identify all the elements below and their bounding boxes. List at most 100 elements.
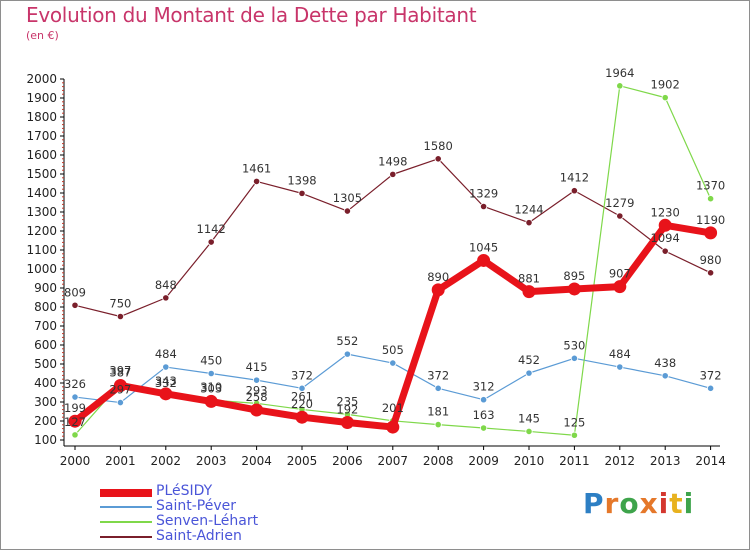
data-label: 343 — [155, 374, 177, 388]
x-tick-label: 2006 — [332, 454, 363, 468]
data-point — [71, 431, 79, 439]
data-label: 312 — [473, 380, 495, 394]
data-label: 1902 — [651, 78, 680, 92]
data-label: 848 — [155, 278, 177, 292]
y-tick-label: 1700 — [26, 129, 57, 143]
data-point — [525, 369, 533, 377]
data-label: 484 — [155, 347, 177, 361]
data-label: 1305 — [333, 191, 362, 205]
y-tick-label: 1900 — [26, 91, 57, 105]
x-tick-label: 2003 — [196, 454, 227, 468]
data-label: 1398 — [287, 173, 316, 187]
logo-letter: r — [604, 487, 620, 520]
y-tick-label: 1200 — [26, 224, 57, 238]
y-tick-label: 900 — [34, 281, 57, 295]
data-label: 192 — [336, 403, 358, 417]
legend-swatch — [100, 536, 152, 538]
x-tick-label: 2005 — [287, 454, 318, 468]
x-tick-label: 2007 — [378, 454, 409, 468]
legend-item: Saint-Adrien — [100, 528, 360, 544]
data-point — [116, 398, 125, 407]
data-point — [71, 301, 79, 309]
data-label: 484 — [609, 347, 631, 361]
data-label: 181 — [427, 405, 449, 419]
legend-label: Senven-Léhart — [156, 513, 259, 529]
data-point — [570, 354, 579, 362]
data-label: 326 — [64, 377, 86, 391]
logo-letter: o — [619, 487, 640, 520]
data-point — [616, 363, 624, 371]
data-label: 1461 — [242, 161, 271, 175]
data-label: 125 — [563, 415, 585, 429]
data-point — [253, 376, 261, 384]
data-label: 145 — [518, 411, 540, 425]
data-label: 372 — [700, 368, 722, 382]
data-point — [567, 282, 581, 296]
x-tick-label: 2000 — [60, 454, 91, 468]
y-tick-label: 500 — [34, 357, 57, 371]
logo-letter: i — [683, 487, 695, 520]
data-label: 750 — [109, 297, 131, 311]
data-label: 1329 — [469, 186, 498, 200]
data-point — [343, 207, 351, 215]
data-point — [159, 387, 173, 401]
data-point — [661, 247, 669, 255]
data-point — [525, 219, 533, 227]
data-label: 552 — [336, 334, 358, 348]
data-label: 415 — [246, 360, 268, 374]
data-point — [204, 394, 218, 408]
data-point — [477, 253, 491, 267]
legend-swatch — [100, 506, 152, 508]
y-tick-label: 200 — [34, 414, 57, 428]
data-point — [706, 384, 715, 392]
x-tick-label: 2002 — [151, 454, 182, 468]
data-label: 505 — [382, 343, 404, 357]
logo-letter: P — [583, 487, 605, 520]
y-tick-label: 1600 — [26, 148, 57, 162]
data-label: 127 — [64, 415, 86, 429]
data-point — [570, 187, 579, 195]
data-label: 1094 — [651, 231, 680, 245]
data-label: 372 — [291, 368, 313, 382]
data-label: 980 — [700, 253, 722, 267]
proxiti-logo: Proxiti — [583, 487, 694, 520]
data-label: 452 — [518, 353, 540, 367]
data-label: 387 — [109, 365, 131, 379]
data-point — [386, 420, 400, 434]
data-point — [253, 177, 261, 186]
data-point — [479, 424, 488, 432]
data-point — [522, 285, 536, 299]
x-tick-label: 2004 — [241, 454, 272, 468]
series-line — [74, 158, 712, 318]
data-point — [479, 202, 488, 211]
legend-label: Saint-Péver — [156, 498, 236, 514]
data-point — [658, 218, 672, 232]
data-label: 1230 — [651, 205, 680, 219]
data-point — [295, 410, 309, 424]
x-tick-label: 2010 — [514, 454, 545, 468]
legend-label: PLéSIDY — [156, 483, 213, 499]
data-point — [389, 170, 397, 178]
data-label: 1045 — [469, 240, 498, 254]
data-label: 438 — [654, 356, 676, 370]
data-point — [706, 195, 715, 203]
data-point — [661, 94, 669, 102]
data-point — [343, 350, 351, 358]
legend-label: Saint-Adrien — [156, 528, 242, 544]
data-label: 220 — [291, 397, 313, 411]
data-point — [434, 384, 442, 392]
data-label: 1190 — [696, 213, 725, 227]
legend-swatch — [100, 489, 152, 497]
data-label: 530 — [563, 338, 585, 352]
data-label: 332 — [155, 376, 177, 390]
logo-letter: t — [669, 487, 684, 520]
data-label: 1498 — [378, 154, 407, 168]
chart-subtitle: (en €) — [26, 29, 59, 42]
data-point — [613, 280, 627, 294]
data-point — [525, 427, 533, 436]
x-tick-label: 2009 — [468, 454, 499, 468]
logo-letter: i — [658, 487, 670, 520]
data-label: 372 — [427, 368, 449, 382]
data-label: 297 — [109, 383, 131, 397]
